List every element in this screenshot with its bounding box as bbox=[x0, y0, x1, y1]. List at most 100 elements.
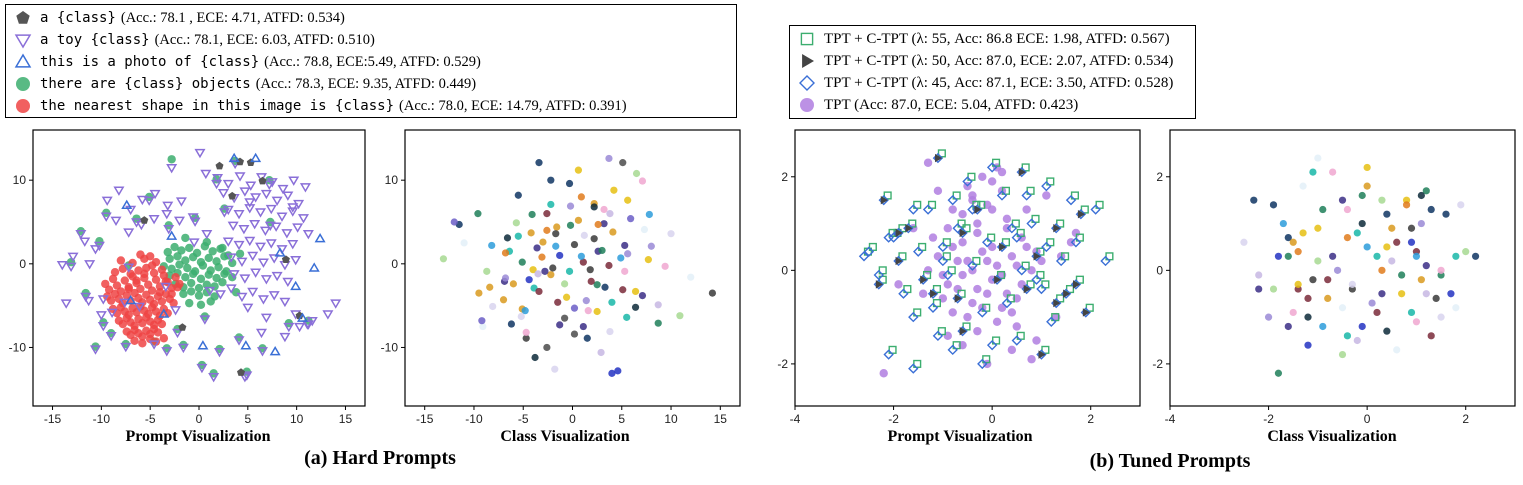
legend-template-text: this is a photo of {class} bbox=[40, 54, 260, 70]
data-point bbox=[928, 233, 938, 242]
data-point bbox=[198, 261, 208, 270]
data-point bbox=[67, 252, 79, 262]
data-point bbox=[100, 212, 112, 222]
data-point bbox=[255, 328, 268, 339]
data-point bbox=[1011, 232, 1022, 243]
data-point bbox=[1012, 322, 1021, 331]
data-point bbox=[163, 308, 172, 318]
data-point bbox=[1358, 322, 1366, 331]
data-point bbox=[222, 205, 234, 216]
data-point bbox=[963, 312, 972, 322]
data-point bbox=[598, 246, 606, 255]
data-point bbox=[1417, 191, 1425, 200]
y-tick-label: 2 bbox=[781, 170, 788, 184]
data-point bbox=[1368, 299, 1376, 307]
data-point bbox=[259, 226, 271, 237]
data-point bbox=[155, 288, 165, 297]
data-point bbox=[202, 280, 212, 289]
data-point bbox=[574, 166, 583, 174]
data-point bbox=[239, 373, 251, 383]
data-point bbox=[503, 234, 512, 242]
data-point bbox=[621, 241, 629, 250]
x-tick-label: 2 bbox=[1462, 412, 1469, 426]
legend-label-text: TPT (Acc: 87.0, ECE: 5.04, ATFD: 0.423) bbox=[824, 96, 1079, 113]
data-point bbox=[276, 212, 288, 222]
data-point bbox=[883, 349, 894, 360]
data-point bbox=[161, 209, 173, 220]
data-point bbox=[1338, 304, 1347, 312]
data-point bbox=[228, 270, 240, 280]
data-point bbox=[1269, 201, 1278, 209]
data-point bbox=[143, 196, 155, 206]
data-point bbox=[222, 237, 234, 247]
data-point bbox=[982, 303, 991, 312]
data-point bbox=[171, 273, 180, 282]
data-point bbox=[295, 311, 304, 320]
data-point bbox=[943, 280, 952, 289]
x-tick-label: -15 bbox=[44, 412, 62, 426]
data-point bbox=[1398, 271, 1406, 279]
data-point bbox=[1294, 248, 1302, 256]
legend-b-item: TPT + C-TPT (λ: 45, Acc: 87.1, ECE: 3.50… bbox=[798, 72, 1173, 94]
legend-a-item: there are {class} objects (Acc.: 78.3, EC… bbox=[14, 73, 476, 95]
data-point bbox=[106, 308, 118, 319]
data-point bbox=[593, 281, 601, 289]
data-point bbox=[1383, 210, 1391, 218]
data-point bbox=[610, 186, 618, 194]
data-point bbox=[125, 294, 137, 305]
data-point bbox=[1031, 214, 1040, 223]
data-point bbox=[222, 179, 234, 190]
data-point bbox=[1363, 163, 1371, 172]
legend-marker-icon bbox=[14, 34, 32, 49]
data-point bbox=[260, 275, 272, 285]
data-point bbox=[1329, 252, 1337, 260]
data-point bbox=[1072, 280, 1081, 289]
data-point bbox=[586, 266, 594, 274]
data-point bbox=[242, 303, 254, 313]
data-point bbox=[194, 148, 206, 159]
data-point bbox=[282, 191, 294, 201]
data-point bbox=[170, 306, 182, 316]
data-point bbox=[570, 240, 579, 249]
data-point bbox=[551, 365, 559, 373]
data-point bbox=[1284, 233, 1292, 242]
data-point bbox=[590, 235, 598, 243]
data-point bbox=[933, 252, 943, 261]
data-point bbox=[196, 274, 206, 284]
data-point bbox=[1006, 294, 1015, 303]
data-point bbox=[118, 264, 128, 274]
data-point bbox=[1358, 219, 1366, 228]
data-point bbox=[533, 244, 541, 252]
data-point bbox=[898, 252, 907, 261]
data-point bbox=[1021, 190, 1032, 201]
data-point bbox=[236, 292, 248, 303]
data-point bbox=[1407, 238, 1416, 246]
data-point bbox=[239, 187, 251, 197]
data-point bbox=[128, 258, 137, 268]
data-point bbox=[172, 328, 184, 339]
data-point bbox=[290, 255, 302, 266]
data-point bbox=[215, 161, 224, 170]
data-point bbox=[977, 358, 988, 370]
caption-hard-prompts: (a) Hard Prompts bbox=[304, 447, 456, 469]
data-point bbox=[1046, 316, 1057, 327]
x-tick-label: -10 bbox=[93, 412, 111, 426]
y-tick-label: -10 bbox=[381, 340, 399, 354]
data-point bbox=[1452, 252, 1460, 260]
data-point bbox=[883, 191, 892, 200]
data-point bbox=[978, 172, 987, 181]
data-point bbox=[1007, 252, 1017, 261]
data-point bbox=[561, 280, 569, 288]
data-point bbox=[244, 198, 256, 208]
data-point bbox=[183, 263, 192, 273]
data-point bbox=[908, 363, 919, 374]
data-point bbox=[937, 241, 949, 253]
y-tick-label: 2 bbox=[1156, 170, 1163, 184]
data-point bbox=[1304, 313, 1312, 321]
data-point bbox=[554, 298, 562, 306]
data-point bbox=[1393, 346, 1401, 354]
data-point bbox=[521, 307, 529, 315]
x-tick-label: 0 bbox=[989, 412, 996, 426]
data-point bbox=[1314, 154, 1322, 162]
data-point bbox=[1070, 191, 1080, 200]
